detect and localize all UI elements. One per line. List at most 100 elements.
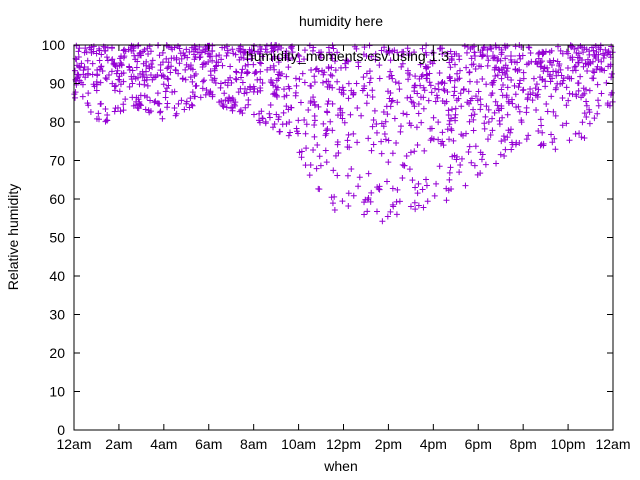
- data-point: [311, 117, 318, 124]
- data-point: [366, 68, 373, 75]
- data-point: [237, 43, 244, 50]
- data-point: [550, 68, 557, 75]
- data-point: [334, 112, 341, 119]
- data-point: [419, 45, 426, 52]
- data-point: [422, 49, 429, 56]
- data-point: [431, 192, 438, 199]
- data-point: [112, 63, 119, 70]
- data-point: [222, 79, 229, 86]
- data-point: [324, 100, 331, 107]
- data-point: [342, 64, 349, 71]
- data-point: [535, 128, 542, 135]
- data-point: [414, 142, 421, 149]
- data-point: [533, 81, 540, 88]
- data-point: [384, 111, 391, 118]
- data-point: [498, 86, 505, 93]
- data-point: [548, 93, 555, 100]
- data-point: [206, 51, 213, 58]
- data-point: [569, 67, 576, 74]
- data-point: [182, 76, 189, 83]
- data-point: [76, 45, 83, 52]
- data-point: [353, 80, 360, 87]
- data-point: [310, 44, 317, 51]
- data-point: [446, 169, 453, 176]
- data-point: [285, 64, 292, 71]
- data-point: [345, 95, 352, 102]
- data-point: [250, 83, 257, 90]
- data-point: [483, 103, 490, 110]
- data-point: [232, 99, 239, 106]
- data-point: [237, 48, 244, 55]
- data-point: [471, 162, 478, 169]
- data-point: [583, 113, 590, 120]
- data-point: [271, 120, 278, 127]
- data-point: [502, 44, 509, 51]
- data-point: [500, 133, 507, 140]
- data-point: [439, 45, 446, 52]
- data-point: [271, 66, 278, 73]
- data-point: [306, 172, 313, 179]
- data-point: [536, 49, 543, 56]
- data-point: [447, 64, 454, 71]
- data-point: [269, 45, 276, 52]
- data-point: [125, 46, 132, 53]
- data-point: [553, 72, 560, 79]
- data-point: [482, 113, 489, 120]
- legend: humidity_moments.csv using 1:3: [246, 48, 516, 64]
- data-point: [350, 90, 357, 97]
- data-point: [466, 78, 473, 85]
- data-point: [478, 156, 485, 163]
- data-point: [301, 47, 308, 54]
- data-point: [414, 190, 421, 197]
- data-point: [450, 92, 457, 99]
- data-point: [454, 70, 461, 77]
- data-point: [430, 114, 437, 121]
- data-point: [368, 147, 375, 154]
- data-point: [484, 46, 491, 53]
- data-point: [410, 99, 417, 106]
- data-point: [539, 77, 546, 84]
- data-point: [384, 213, 391, 220]
- data-point: [406, 166, 413, 173]
- data-point: [411, 49, 418, 56]
- data-point: [464, 99, 471, 106]
- data-point: [435, 119, 442, 126]
- data-point: [293, 82, 300, 89]
- data-point: [428, 89, 435, 96]
- data-point: [251, 48, 258, 55]
- data-point: [537, 59, 544, 66]
- data-point: [537, 116, 544, 123]
- data-point: [89, 60, 96, 67]
- data-point: [498, 49, 505, 56]
- data-point: [532, 58, 539, 65]
- data-point: [479, 51, 486, 58]
- data-point: [387, 89, 394, 96]
- data-point: [470, 61, 477, 68]
- data-point: [164, 75, 171, 82]
- data-point: [393, 211, 400, 218]
- data-point: [499, 114, 506, 121]
- data-point: [140, 48, 147, 55]
- data-point: [452, 105, 459, 112]
- data-point: [345, 80, 352, 87]
- data-point: [387, 68, 394, 75]
- data-point: [213, 62, 220, 69]
- data-point: [488, 80, 495, 87]
- data-point: [346, 144, 353, 151]
- data-point: [489, 127, 496, 134]
- data-point: [497, 151, 504, 158]
- data-point: [93, 87, 100, 94]
- data-point: [102, 75, 109, 82]
- data-point: [311, 79, 318, 86]
- data-point: [353, 45, 360, 52]
- data-point: [247, 84, 254, 91]
- data-point: [192, 71, 199, 78]
- data-point: [445, 112, 452, 119]
- data-point: [164, 65, 171, 72]
- data-point: [303, 121, 310, 128]
- data-point: [259, 80, 266, 87]
- data-point: [477, 170, 484, 177]
- data-point: [578, 94, 585, 101]
- data-point: [285, 132, 292, 139]
- data-point: [238, 54, 245, 61]
